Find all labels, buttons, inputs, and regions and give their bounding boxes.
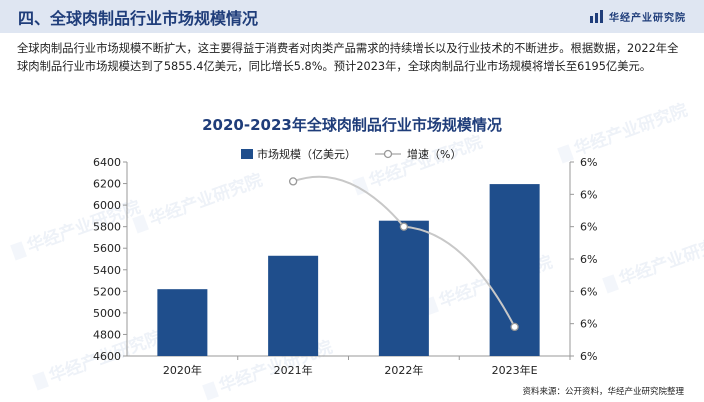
source-note: 资料来源：公开资料，华经产业研究院整理 xyxy=(522,387,684,397)
y-tick-label: 5400 xyxy=(93,264,121,277)
y-tick-label: 4600 xyxy=(93,350,121,363)
legend-swatch-bar xyxy=(241,149,253,159)
legend-label-bar: 市场规模（亿美元） xyxy=(257,147,356,161)
y-tick-label: 6400 xyxy=(93,156,121,169)
bar xyxy=(157,289,208,356)
y-tick-label: 5000 xyxy=(93,307,121,320)
y2-tick-label: 6% xyxy=(580,253,597,266)
x-tick-label: 2021年 xyxy=(274,363,313,377)
legend-marker-line xyxy=(383,149,393,159)
y2-tick-label: 6% xyxy=(580,285,597,298)
y-tick-label: 6000 xyxy=(93,199,121,212)
growth-point xyxy=(288,177,298,186)
growth-point xyxy=(399,222,409,231)
growth-point xyxy=(510,322,519,332)
x-tick-label: 2022年 xyxy=(384,363,423,377)
x-tick-label: 2020年 xyxy=(163,363,202,377)
bar xyxy=(268,255,319,356)
x-tick-label: 2023年E xyxy=(492,363,538,377)
intro-paragraph: 全球肉制品行业市场规模不断扩大，这主要得益于消费者对肉类产品需求的持续增长以及行… xyxy=(17,42,679,73)
section-title: 四、全球肉制品行业市场规模情况 xyxy=(18,9,259,28)
brand-name: 华经产业研究院 xyxy=(609,13,686,24)
legend-label-line: 增速（%） xyxy=(407,147,461,161)
y2-tick-label: 6% xyxy=(580,350,597,363)
bar xyxy=(378,220,429,356)
y-tick-label: 5800 xyxy=(93,221,121,234)
y-tick-label: 6200 xyxy=(93,178,121,191)
y2-tick-label: 6% xyxy=(580,156,597,169)
y2-tick-label: 6% xyxy=(580,318,597,331)
chart-title: 2020-2023年全球肉制品行业市场规模情况 xyxy=(202,116,502,134)
y-tick-label: 5200 xyxy=(93,285,121,298)
brand: 华经产业研究院 xyxy=(590,9,686,24)
y-tick-label: 4800 xyxy=(93,328,121,341)
y-tick-label: 5600 xyxy=(93,242,121,255)
y2-tick-label: 6% xyxy=(580,221,597,234)
header-bar: 四、全球肉制品行业市场规模情况 华经产业研究院 xyxy=(0,0,704,33)
y2-tick-label: 6% xyxy=(580,188,597,201)
brand-logo-icon xyxy=(590,10,603,23)
